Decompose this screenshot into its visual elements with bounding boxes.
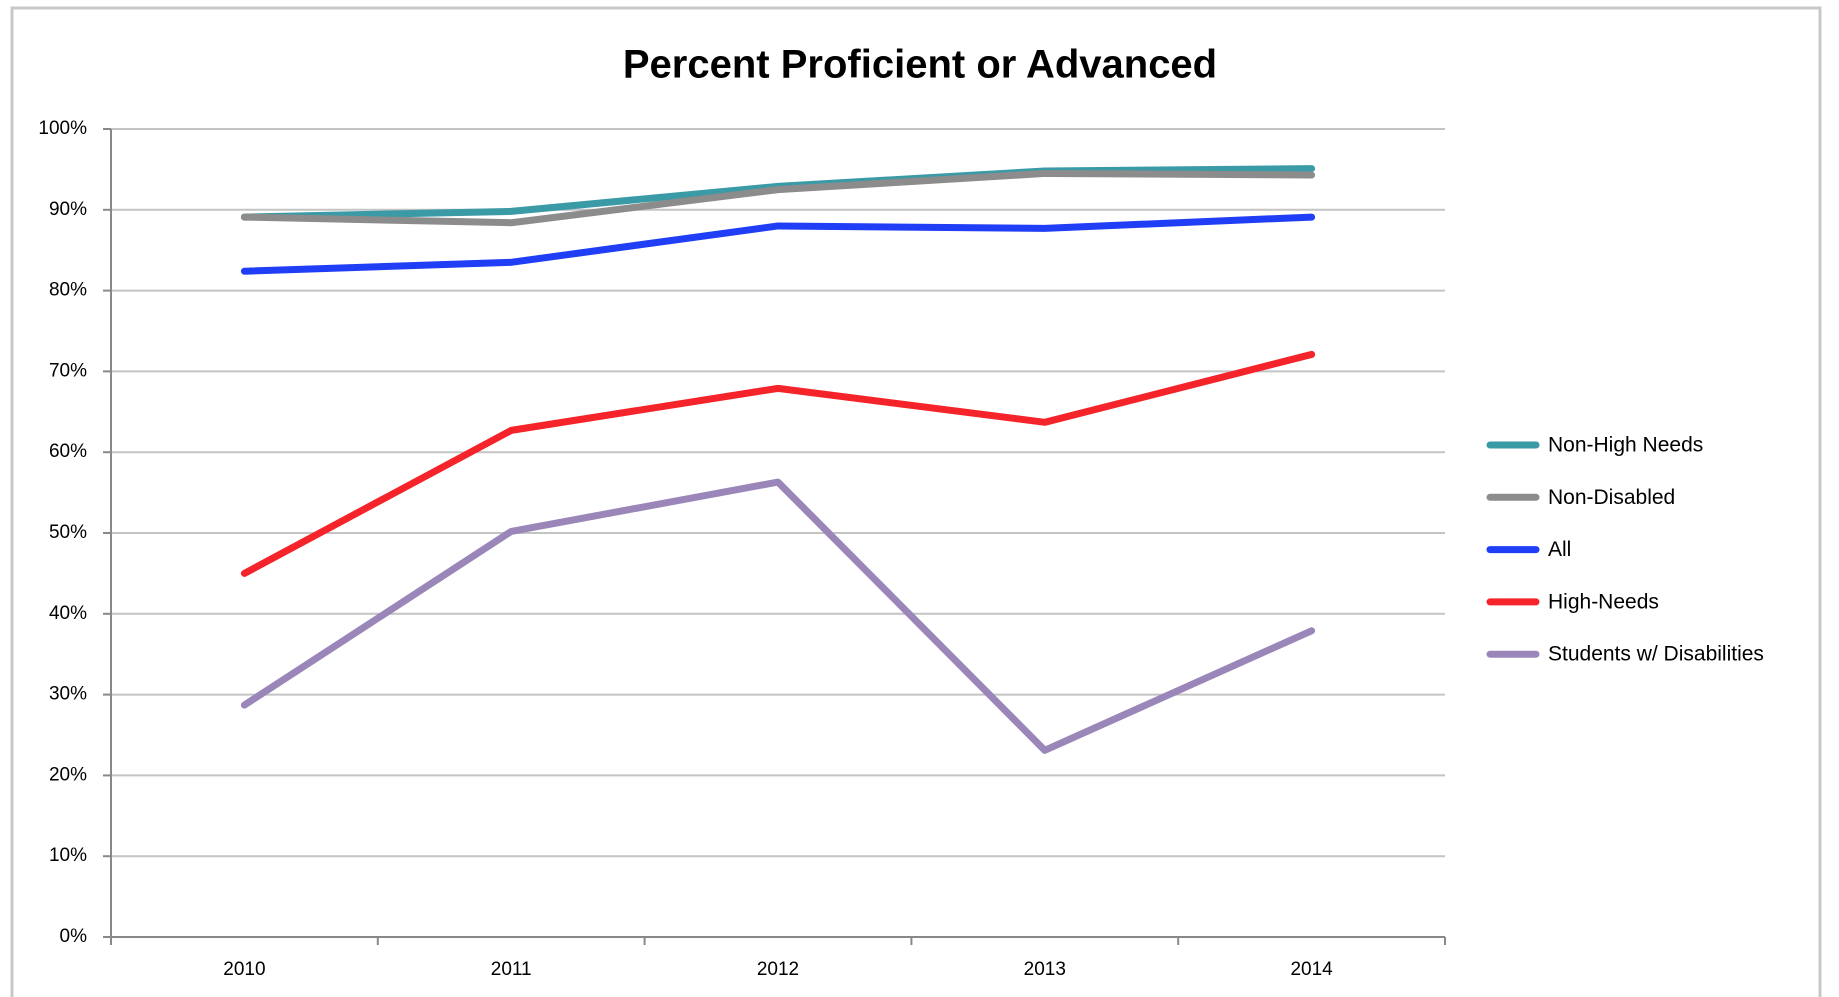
y-tick-label: 30%: [49, 684, 87, 705]
y-tick-label: 90%: [49, 199, 87, 220]
legend-label: Students w/ Disabilities: [1548, 643, 1764, 666]
y-tick-label: 80%: [49, 280, 87, 301]
legend-label: High-Needs: [1548, 590, 1659, 613]
x-tick-label: 2012: [757, 959, 799, 980]
legend-label: Non-Disabled: [1548, 486, 1675, 509]
chart-title: Percent Proficient or Advanced: [623, 43, 1217, 87]
chart-frame: [10, 6, 1822, 997]
legend-label: All: [1548, 538, 1571, 561]
x-tick-label: 2014: [1290, 959, 1333, 980]
legend-label: Non-High Needs: [1548, 434, 1703, 457]
x-tick-label: 2010: [223, 959, 265, 980]
y-tick-label: 10%: [49, 845, 87, 866]
y-tick-label: 0%: [60, 926, 88, 947]
series-line: [240, 213, 1316, 275]
y-tick-label: 60%: [49, 441, 87, 462]
series-line: [240, 478, 1316, 754]
x-tick-label: 2011: [491, 959, 532, 980]
series-line: [240, 350, 1316, 577]
series-line: [240, 169, 1316, 227]
y-tick-label: 20%: [49, 764, 87, 785]
y-tick-label: 100%: [38, 118, 87, 139]
y-tick-label: 50%: [49, 522, 87, 543]
y-tick-label: 70%: [49, 360, 87, 381]
y-tick-label: 40%: [49, 603, 87, 624]
x-tick-label: 2013: [1024, 959, 1066, 980]
